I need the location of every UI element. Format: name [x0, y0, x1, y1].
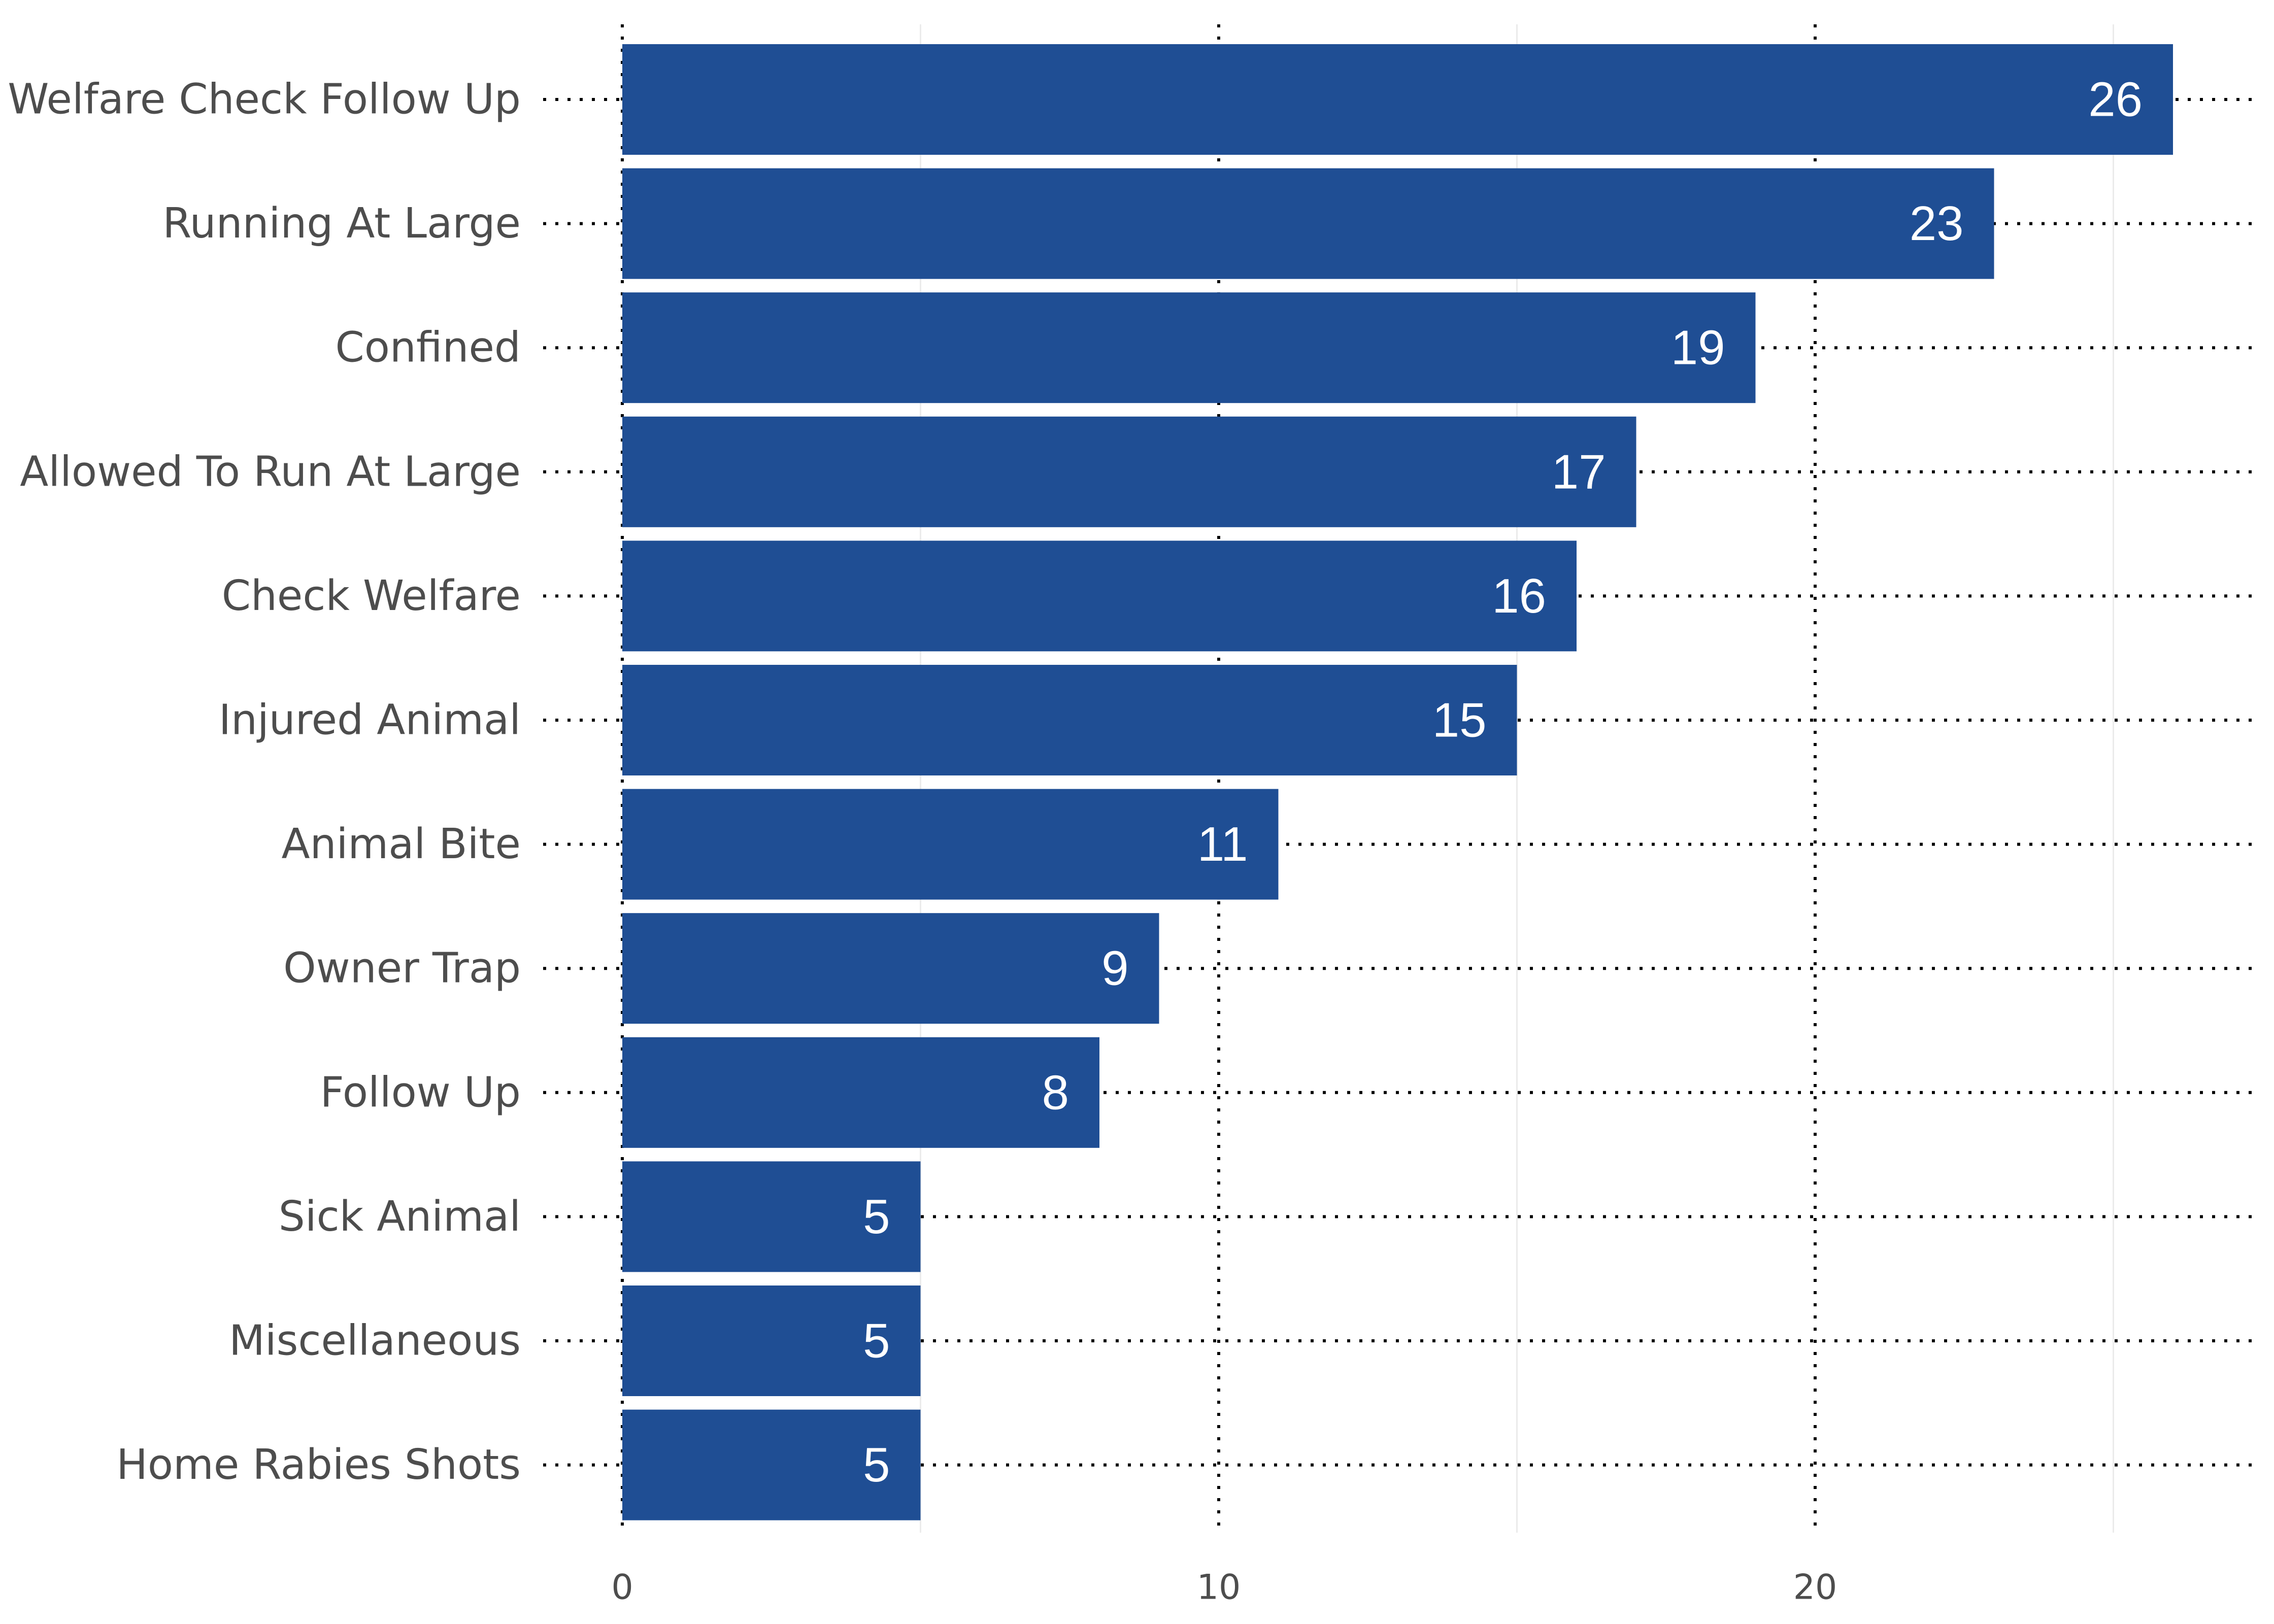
bar-value-label: 23: [1910, 196, 1964, 251]
bar-value-label: 11: [1197, 817, 1248, 871]
bar: [622, 1037, 1099, 1148]
bar: [622, 44, 2173, 155]
bar-value-label: 9: [1101, 941, 1128, 996]
bars: [622, 44, 2173, 1520]
bar-value-label: 5: [863, 1190, 890, 1244]
bar: [622, 913, 1159, 1024]
bar-value-label: 19: [1671, 321, 1725, 375]
bar: [622, 292, 1756, 403]
category-label: Confined: [335, 324, 521, 372]
bar: [622, 168, 1994, 279]
bar-value-label: 26: [2088, 73, 2143, 127]
category-label: Miscellaneous: [229, 1317, 521, 1365]
x-tick-label: 10: [1197, 1568, 1241, 1608]
bar: [622, 1161, 921, 1272]
category-label: Check Welfare: [222, 572, 521, 620]
x-tick-label: 0: [611, 1568, 633, 1608]
category-label: Follow Up: [320, 1068, 521, 1116]
bar-value-label: 16: [1492, 569, 1546, 623]
bar-value-label: 15: [1432, 693, 1487, 748]
category-label: Home Rabies Shots: [116, 1441, 521, 1489]
category-label: Allowed To Run At Large: [20, 448, 521, 496]
category-labels: Welfare Check Follow Up Running At Large C…: [8, 76, 521, 1490]
category-label: Running At Large: [162, 199, 521, 248]
category-label: Animal Bite: [282, 820, 521, 868]
value-labels: 26 23 19 17 16 15 11 9 8 5 5 5: [863, 73, 2143, 1493]
bar: [622, 1409, 921, 1520]
bar-value-label: 5: [863, 1314, 890, 1368]
bar-value-label: 17: [1552, 445, 1606, 499]
bar: [622, 1285, 921, 1396]
category-label: Injured Animal: [219, 696, 521, 745]
category-label: Sick Animal: [279, 1193, 521, 1241]
x-tick-label: 20: [1793, 1568, 1837, 1608]
bar: [622, 416, 1636, 527]
category-label: Owner Trap: [283, 944, 521, 993]
bar: [622, 789, 1279, 900]
bar-value-label: 8: [1042, 1065, 1069, 1120]
bar-value-label: 5: [863, 1438, 890, 1492]
bar: [622, 540, 1577, 652]
category-label: Welfare Check Follow Up: [8, 76, 521, 124]
x-axis-ticks: 0 10 20: [611, 1568, 1837, 1608]
bar: [622, 665, 1517, 775]
